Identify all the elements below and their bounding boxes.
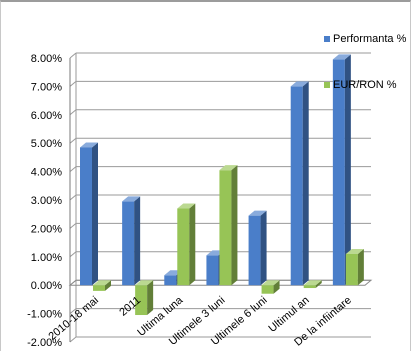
bar-front [332,59,345,286]
bar-front [80,147,92,286]
legend-label: EUR/RON % [333,79,397,91]
bar-side [315,280,322,289]
legend-label: Performanta % [333,33,407,45]
y-tick-label: 0.00% [31,280,62,292]
y-tick-label: 1.00% [31,252,62,264]
bar-performanta [80,142,98,286]
bars [80,54,364,316]
bar-side [147,280,154,316]
bar-eur-ron [345,248,364,286]
bar-side [344,54,351,286]
y-axis-ticks: 8.00% 7.00% 6.00% 5.00% 4.00% 3.00% 2.00% 1.00%… [27,53,62,349]
bar-front [206,255,219,286]
bar-front [122,201,135,286]
legend-swatch [324,36,330,42]
gridline-depth [69,137,77,144]
bar-eur-ron [219,165,238,286]
bar-top [261,280,280,286]
y-tick-label: 5.00% [31,138,62,150]
bar-side [302,81,309,286]
bar-top [135,280,154,286]
bar-top [332,54,351,60]
y-tick-label: 8.00% [31,53,62,65]
gridline-depth [69,166,77,172]
bar-front [261,285,274,294]
gridline-depth [69,109,77,116]
bar-performanta [290,81,309,286]
bar-top [219,165,238,171]
bar-eur-ron [177,203,196,286]
bar-front [303,285,316,289]
bar-side [231,165,238,286]
bar-top [345,248,364,254]
bar-side [260,210,267,286]
bar-eur-ron [303,280,322,289]
gridline-depth [69,81,77,87]
bar-front [345,253,358,286]
bar-eur-ron [261,280,280,294]
gridline-depth [69,194,77,201]
y-tick-label: 4.00% [31,167,62,179]
bar-side [92,142,98,286]
bar-side [189,203,196,286]
bar-top [177,203,196,209]
bar-front [290,86,303,286]
bar-side [273,280,280,294]
gridline-depth [69,251,77,258]
y-tick-label: 3.00% [31,195,62,207]
bar-performanta [332,54,351,286]
bar-top [290,81,309,87]
legend-swatch [324,82,330,88]
bar-top [80,142,98,148]
bar-front [135,285,148,316]
y-tick-label: -1.00% [27,309,62,321]
y-tick-label: -2.00% [27,337,62,349]
bar-top [303,280,322,286]
bar-front [177,208,190,286]
bar-front [93,285,105,291]
bar-performanta [248,210,267,286]
bar-eur-ron [135,280,154,316]
gridline-depth [69,52,77,59]
gridline-depth [69,223,77,229]
bar-front [248,215,261,286]
bar-side [357,248,364,286]
y-tick-label: 2.00% [31,223,62,235]
y-tick-label: 7.00% [31,81,62,93]
bar-top [93,280,111,286]
bar-top [122,196,141,202]
bar-front [164,275,177,286]
bar-side [134,196,141,286]
gridline-depth [69,308,77,314]
legend: Performanta % EUR/RON % [324,33,407,91]
bar-side [105,280,111,291]
bar-front [219,170,232,286]
y-tick-label: 6.00% [31,110,62,122]
gridline-depth [69,336,77,343]
bar-performanta [122,196,141,286]
bar-eur-ron [93,280,111,291]
bar-top [248,210,267,216]
